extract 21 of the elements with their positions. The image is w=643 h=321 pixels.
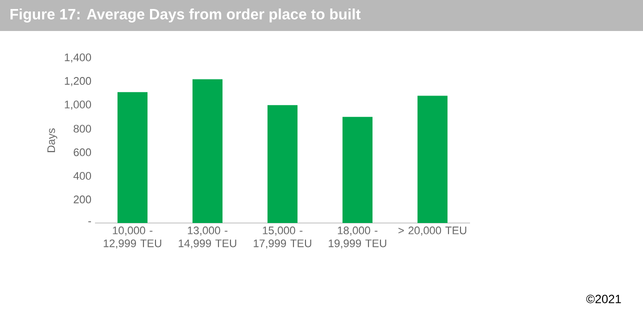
y-tick-label: 400 — [73, 172, 92, 180]
bar — [192, 79, 223, 223]
x-tick-label: 13,000 - 14,999 TEU — [178, 226, 236, 249]
x-tick-label: 18,000 - 19,999 TEU — [328, 226, 386, 249]
y-tick-label: 1,200 — [64, 77, 92, 86]
bar — [418, 96, 448, 223]
y-tick-label: 1,000 — [64, 100, 92, 110]
y-tick-label: 600 — [74, 148, 92, 156]
text: ©2021 — [586, 294, 621, 304]
bar — [342, 116, 373, 223]
y-tick-label: 1,400 — [64, 53, 92, 63]
bar — [118, 92, 148, 223]
y-tick-label: - — [88, 221, 91, 222]
y-tick-label: 800 — [74, 124, 92, 133]
y-tick-label: 200 — [74, 196, 92, 204]
x-tick-label: 15,000 - 17,999 TEU — [254, 226, 312, 249]
y-axis-title: Days — [47, 128, 58, 152]
chart-title: Figure 17: Average Days from order place to built — [10, 8, 361, 23]
x-tick-label: 10,000 - 12,999 TEU — [104, 226, 162, 249]
x-tick-label: > 20,000 TEU — [398, 226, 466, 236]
bar — [268, 105, 298, 223]
